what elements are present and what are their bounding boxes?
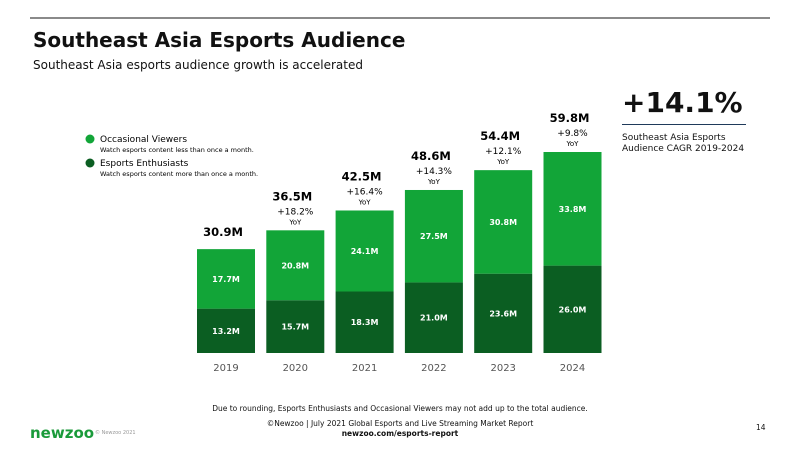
value-label: 30.8M [489, 218, 517, 227]
value-label: 20.8M [281, 261, 309, 270]
x-tick-label: 2021 [352, 363, 377, 374]
x-tick-label: 2022 [421, 363, 446, 374]
value-label: 27.5M [420, 232, 448, 241]
top-rule [30, 17, 770, 19]
value-label: 13.2M [212, 327, 240, 336]
bar-segment [335, 291, 394, 353]
value-label: 15.7M [281, 323, 309, 332]
value-label: 23.6M [489, 309, 517, 318]
legend-label: Esports Enthusiasts [100, 159, 189, 169]
bar-segment [474, 273, 533, 353]
footnote: Due to rounding, Esports Enthusiasts and… [212, 404, 588, 413]
cagr-value: +14.1% [622, 86, 743, 119]
yoy-label: +9.8% [557, 129, 588, 139]
bar-segment [197, 249, 255, 309]
copyright: © Newzoo 2021 [95, 430, 136, 436]
total-label: 42.5M [342, 169, 382, 183]
yoy-label: +18.2% [277, 207, 314, 217]
yoy-label: +16.4% [347, 187, 384, 197]
value-label: 33.8M [559, 205, 587, 214]
total-label: 59.8M [550, 111, 590, 125]
total-label: 54.4M [480, 129, 520, 143]
x-tick-label: 2020 [283, 363, 308, 374]
x-tick-label: 2019 [213, 363, 238, 374]
value-label: 24.1M [351, 247, 379, 256]
value-label: 18.3M [351, 318, 379, 327]
bar-segment [404, 282, 463, 353]
bar-segment [266, 300, 325, 353]
value-label: 21.0M [420, 314, 448, 323]
bar-segment [404, 189, 463, 283]
source: ©Newzoo | July 2021 Global Esports and L… [266, 419, 534, 428]
bar-segment [335, 210, 394, 292]
yoy-label: +14.3% [416, 167, 453, 177]
total-label: 36.5M [272, 189, 312, 203]
yoy-unit: YoY [288, 218, 302, 226]
legend-description: Watch esports content less than once a m… [100, 146, 254, 154]
total-label: 30.9M [203, 225, 243, 239]
bar-segment [266, 230, 325, 301]
x-tick-label: 2024 [560, 363, 585, 374]
value-label: 17.7M [212, 275, 240, 284]
x-tick-label: 2023 [490, 363, 515, 374]
source-link: newzoo.com/esports-report [341, 429, 459, 438]
yoy-unit: YoY [496, 158, 510, 166]
logo: newzoo [30, 424, 95, 442]
legend-label: Occasional Viewers [100, 135, 187, 145]
bar-segment [197, 308, 255, 353]
title: Southeast Asia Esports Audience [33, 28, 406, 52]
bar-segment [543, 152, 602, 266]
legend-swatch [85, 134, 95, 144]
bar-segment [474, 170, 533, 274]
subtitle: Southeast Asia esports audience growth i… [33, 58, 363, 72]
legend-description: Watch esports content more than once a m… [100, 170, 258, 178]
yoy-unit: YoY [358, 198, 372, 206]
yoy-unit: YoY [427, 178, 441, 186]
total-label: 48.6M [411, 149, 451, 163]
cagr-caption: Southeast Asia Esports Audience CAGR 201… [622, 133, 745, 154]
cagr-rule [622, 124, 746, 125]
yoy-label: +12.1% [485, 147, 522, 157]
value-label: 26.0M [559, 305, 587, 314]
page-number: 14 [756, 423, 766, 432]
yoy-unit: YoY [566, 140, 580, 148]
bar-segment [543, 265, 602, 353]
legend-swatch [85, 158, 95, 168]
